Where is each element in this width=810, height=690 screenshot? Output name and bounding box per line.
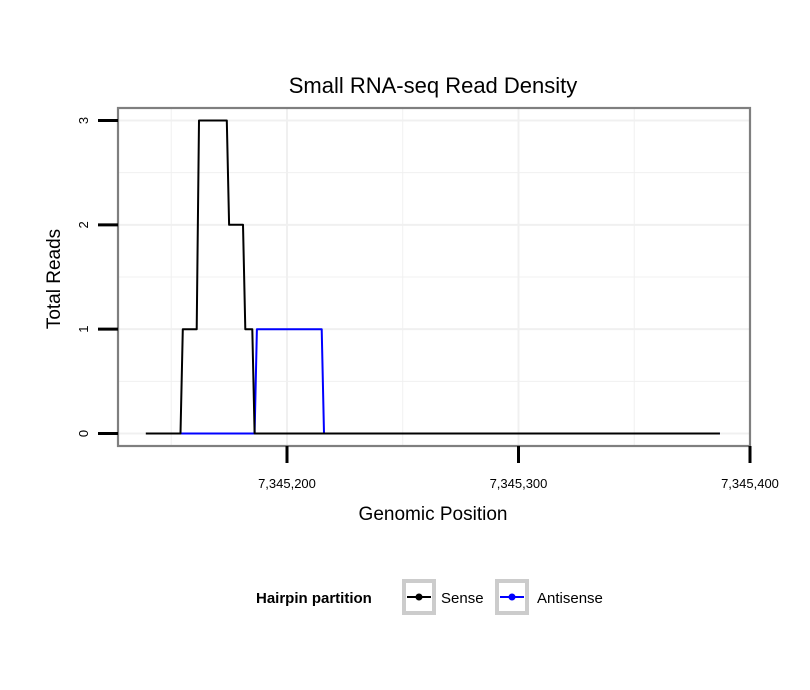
grid — [118, 108, 750, 446]
legend-key-marker — [508, 593, 516, 601]
legend: Hairpin partition Sense Antisense — [256, 579, 603, 615]
legend-key-marker — [415, 593, 423, 601]
x-tick-label: 7,345,400 — [721, 476, 779, 491]
plot-panel-border — [116, 106, 752, 448]
x-tick-label: 7,345,300 — [490, 476, 548, 491]
y-axis-label: Total Reads — [44, 229, 65, 329]
y-tick-label: 2 — [76, 221, 91, 228]
legend-title: Hairpin partition — [256, 590, 372, 607]
series-line-sense — [145, 119, 720, 435]
y-tick-label: 1 — [76, 326, 91, 333]
axes: 7,345,200 7,345,300 7,345,400 0 1 2 3 — [76, 117, 779, 491]
x-tick-label: 7,345,200 — [258, 476, 316, 491]
series-layer — [145, 119, 720, 435]
legend-label-sense: Sense — [441, 590, 484, 607]
y-tick-label: 0 — [76, 430, 91, 437]
x-axis-label: Genomic Position — [359, 504, 508, 525]
y-tick-label: 3 — [76, 117, 91, 124]
chart-title: Small RNA-seq Read Density — [289, 73, 578, 98]
legend-label-antisense: Antisense — [537, 590, 603, 607]
